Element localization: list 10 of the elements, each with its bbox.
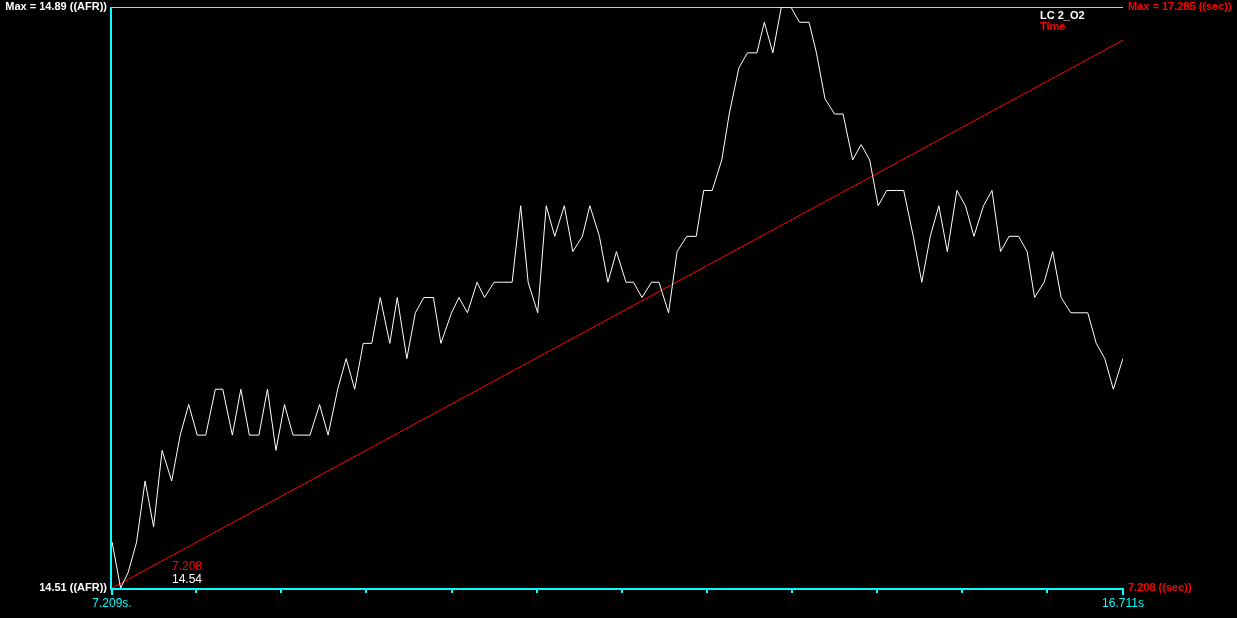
- x-tick-label: 7.209s.: [92, 596, 132, 611]
- annotation: 7.208: [172, 559, 203, 574]
- y-tick-label: 14.51 ((AFR)): [39, 581, 108, 594]
- x-tick-label: 16.711s: [1102, 596, 1144, 611]
- y-tick-label: Max = 14.89 ((AFR)): [5, 0, 108, 13]
- text: Time: [1040, 20, 1066, 33]
- y2-tick-label: Max = 17.285 ((sec)): [1128, 0, 1232, 13]
- y2-tick-label: 7.208 ((sec)): [1128, 581, 1192, 594]
- annotation: 14.54: [172, 572, 203, 587]
- text: LC 2_O2: [1040, 9, 1085, 22]
